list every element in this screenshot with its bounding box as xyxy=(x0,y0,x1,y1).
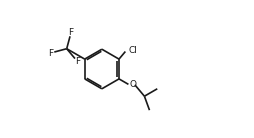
Text: F: F xyxy=(75,57,80,66)
Text: F: F xyxy=(69,28,74,37)
Text: O: O xyxy=(130,80,137,89)
Text: F: F xyxy=(48,49,53,58)
Text: Cl: Cl xyxy=(129,46,138,55)
